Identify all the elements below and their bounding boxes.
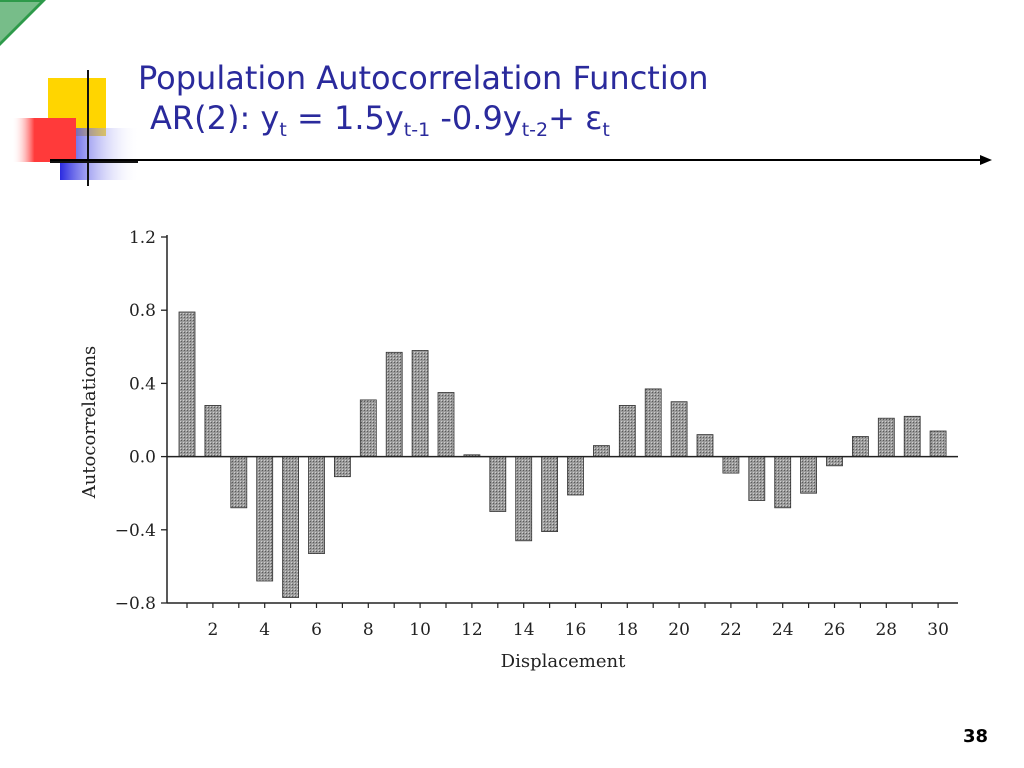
title-ar-prefix: AR(2): y: [150, 99, 280, 137]
bar-lag-28: [877, 417, 895, 457]
x-tick-label: 14: [513, 620, 535, 640]
y-tick-label: 0.0: [129, 448, 156, 468]
x-tick-label: 28: [875, 620, 897, 640]
x-tick-label: 10: [409, 620, 431, 640]
bar-lag-16: [567, 456, 584, 496]
y-tick-label: 0.8: [129, 301, 156, 321]
bar-lag-18: [618, 404, 636, 457]
bar-lag-3: [230, 456, 248, 509]
y-tick-label: 1.2: [129, 228, 156, 248]
bar-lag-14: [515, 456, 533, 542]
bar-lag-2: [204, 404, 222, 457]
title-sub-t: t: [279, 119, 287, 141]
bar-lag-1: [178, 311, 196, 458]
slide-logo-squares: [12, 70, 140, 186]
bar-lag-20: [670, 401, 688, 457]
y-tick-label: −0.4: [115, 521, 156, 541]
x-tick-label: 18: [616, 620, 638, 640]
bar-lag-6: [308, 456, 325, 555]
x-tick-label: 24: [772, 620, 794, 640]
x-tick-label: 20: [668, 620, 690, 640]
bar-lag-8: [359, 399, 377, 457]
bar-lag-22: [722, 456, 740, 474]
page-number: 38: [962, 726, 988, 747]
title-underline-arrow: [50, 155, 992, 165]
x-tick-label: 30: [927, 620, 949, 640]
slide-title: Population Autocorrelation Function AR(2…: [138, 58, 709, 141]
bar-lag-19: [644, 388, 662, 457]
bars-group: [178, 311, 947, 598]
title-coef-1: = 1.5y: [286, 99, 404, 137]
y-tick-label: −0.8: [115, 594, 156, 614]
x-tick-label: 6: [311, 620, 322, 640]
y-axis-label: Autocorrelations: [79, 346, 100, 500]
bar-lag-25: [800, 456, 817, 494]
bar-lag-21: [696, 434, 714, 458]
x-tick-label: 22: [720, 620, 742, 640]
corner-triangle-deco: [0, 0, 46, 46]
title-sub-t-1: t-1: [403, 119, 431, 141]
x-tick-label: 4: [259, 620, 270, 640]
bar-lag-4: [256, 456, 274, 582]
bar-lag-7: [333, 456, 351, 478]
bar-lag-17: [593, 445, 610, 458]
x-tick-label: 26: [824, 620, 846, 640]
bar-lag-15: [541, 456, 559, 533]
bar-lag-30: [929, 430, 947, 458]
title-sub-eps-t: t: [602, 119, 610, 141]
bar-lag-23: [748, 456, 766, 501]
bar-lag-10: [411, 350, 429, 457]
y-tick-label: 0.4: [129, 374, 156, 394]
title-error-term: + ε: [548, 99, 603, 137]
bar-lag-26: [826, 456, 843, 467]
bar-lag-29: [903, 415, 921, 458]
title-coef-2: -0.9y: [430, 99, 522, 137]
title-line-1: Population Autocorrelation Function: [138, 59, 709, 97]
bar-lag-11: [437, 392, 455, 457]
x-tick-label: 2: [207, 620, 218, 640]
title-line-2: AR(2): yt = 1.5yt-1 -0.9yt-2+ εt: [138, 98, 709, 141]
x-tick-label: 12: [461, 620, 483, 640]
bar-lag-5: [282, 456, 300, 598]
bar-lag-9: [385, 351, 403, 458]
x-tick-label: 16: [565, 620, 587, 640]
x-axis-label: Displacement: [501, 651, 626, 672]
autocorrelation-bar-chart: 1.20.80.40.0−0.4−0.82 4 6 8 10 12 14 16 18 20 22 24…: [79, 228, 958, 672]
axes-group: 1.20.80.40.0−0.4−0.82 4 6 8 10 12 14 16 18 20 22 24…: [115, 228, 958, 640]
bar-lag-27: [852, 436, 869, 458]
bar-lag-24: [774, 456, 792, 509]
title-sub-t-2: t-2: [521, 119, 549, 141]
x-tick-label: 8: [363, 620, 374, 640]
bar-lag-13: [489, 456, 507, 512]
